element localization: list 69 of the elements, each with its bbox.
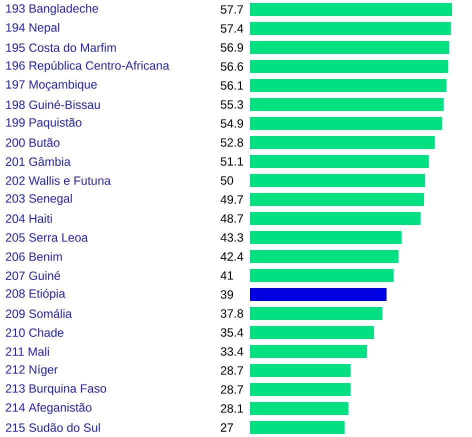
data-label: 33.4: [220, 347, 244, 356]
data-label: 56.1: [220, 81, 244, 90]
y-tick-label: 206 Benim: [6, 252, 62, 261]
y-tick-label: 203 Senegal: [6, 194, 72, 206]
data-label: 54.9: [220, 119, 244, 128]
data-label: 28.7: [220, 385, 244, 394]
bar: [250, 174, 426, 188]
y-tick-label: 200 Butão: [6, 138, 60, 147]
y-tick-label: 202 Wallis e Futuna: [6, 176, 111, 185]
y-tick-label: 193 Bangladeche: [6, 4, 98, 16]
bar: [250, 345, 367, 358]
y-tick-label: 210 Chade: [6, 328, 64, 337]
bar: [250, 79, 446, 92]
bar: [250, 155, 429, 168]
bar: [250, 288, 387, 302]
y-tick-label: 196 República Centro-Africana: [6, 60, 170, 72]
y-tick-label: 212 Níger: [6, 364, 58, 376]
y-tick-label: 207 Guiné: [6, 271, 60, 280]
bar: [250, 98, 444, 112]
bar: [250, 41, 450, 54]
y-tick-label: 197 Moçambique: [6, 80, 97, 92]
data-label: 41: [220, 271, 234, 280]
bar: [250, 60, 448, 74]
data-label: 52.8: [220, 138, 244, 147]
bar: [250, 269, 394, 282]
bar: [250, 231, 402, 244]
bar: [250, 307, 382, 320]
bar: [250, 212, 420, 226]
y-tick-label: 208 Etiópia: [6, 288, 66, 300]
bar: [250, 402, 348, 416]
y-tick-label: 194 Nepal: [6, 22, 60, 34]
bar: [250, 136, 435, 150]
data-label: 28.7: [220, 366, 244, 375]
y-tick-label: 199 Paquistão: [6, 118, 82, 130]
data-label: 57.4: [220, 24, 244, 33]
y-tick-label: 205 Serra Leoa: [6, 233, 88, 242]
y-tick-label: 214 Afeganistão: [6, 402, 92, 414]
data-label: 49.7: [220, 195, 244, 204]
bar: [250, 364, 350, 377]
data-label: 27: [220, 423, 233, 432]
bar: [250, 421, 345, 434]
y-tick-label: 211 Mali: [6, 347, 49, 356]
bar: [250, 383, 350, 396]
bar: [250, 326, 374, 340]
bar: [250, 117, 442, 130]
data-label: 57.7: [220, 5, 244, 14]
data-label: 56.9: [220, 43, 244, 52]
y-tick-label: 213 Burquina Faso: [6, 384, 106, 396]
data-label: 39: [220, 290, 234, 299]
y-tick-label: 198 Guiné-Bissau: [6, 100, 100, 109]
bar: [250, 22, 451, 36]
bar: [250, 250, 398, 264]
data-label: 28.1: [220, 404, 244, 413]
data-label: 43.3: [220, 233, 244, 242]
data-label: 51.1: [220, 157, 244, 166]
data-label: 50: [220, 176, 234, 185]
data-label: 48.7: [220, 214, 244, 223]
bar: [250, 3, 452, 16]
y-tick-label: 215 Sudão do Sul: [6, 423, 100, 432]
y-tick-label: 204 Haiti: [6, 214, 52, 223]
y-tick-label: 195 Costa do Marfim: [6, 43, 116, 52]
data-label: 37.8: [220, 309, 244, 318]
data-label: 55.3: [220, 100, 244, 109]
data-label: 56.6: [220, 62, 244, 71]
bar: [250, 193, 424, 206]
y-tick-label: 201 Gâmbia: [6, 157, 71, 166]
y-tick-label: 209 Somália: [6, 309, 72, 318]
data-label: 42.4: [220, 252, 244, 261]
data-label: 35.4: [220, 328, 244, 337]
